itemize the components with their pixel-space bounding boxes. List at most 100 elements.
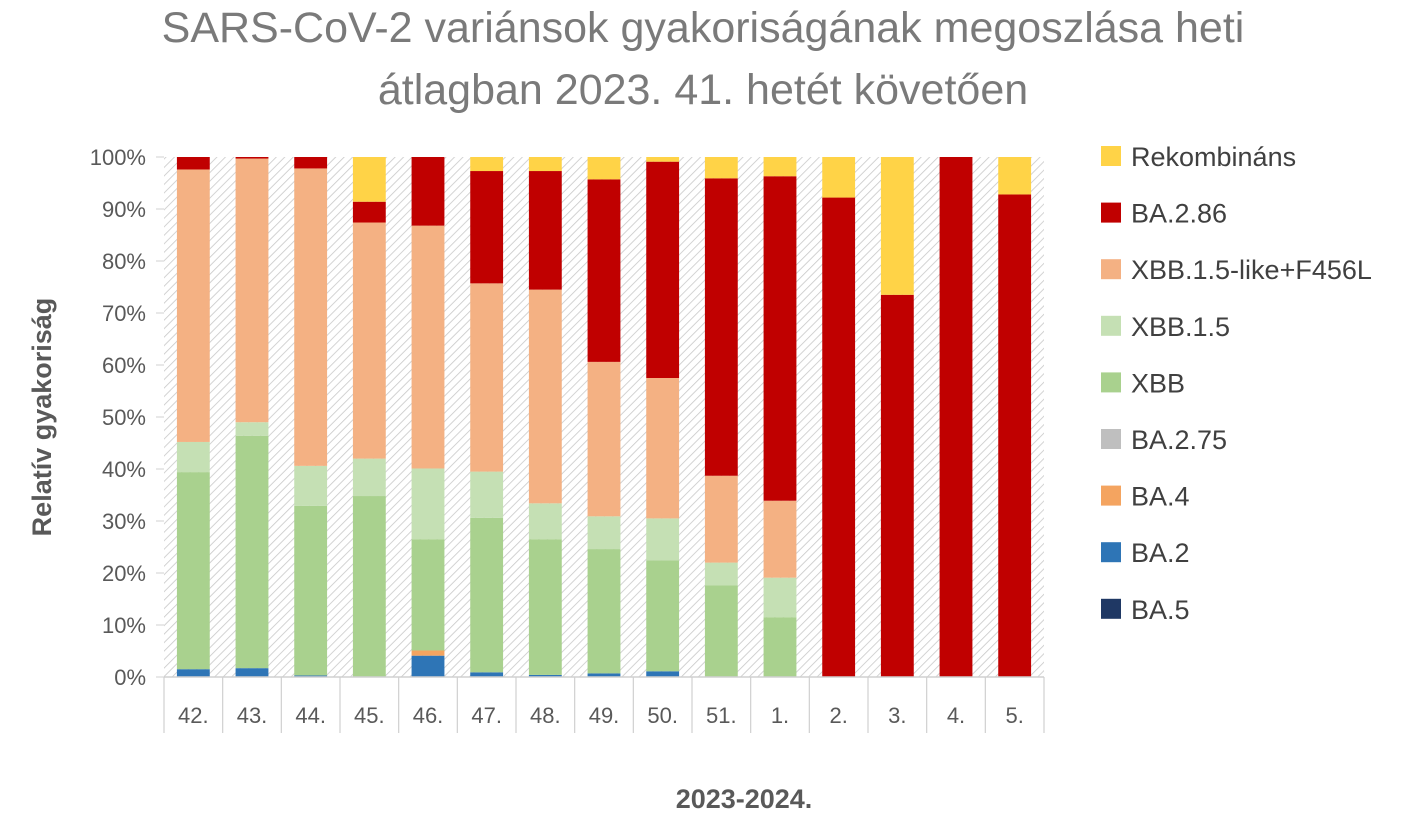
- y-tick-label-5: 50%: [102, 405, 146, 430]
- bar-segment-2-4: [294, 505, 328, 676]
- y-tick-label-9: 90%: [102, 197, 146, 222]
- legend-label-0: Rekombináns: [1131, 142, 1296, 172]
- x-tick-label-8: 50.: [647, 703, 678, 728]
- bar-segment-5-4: [470, 517, 504, 673]
- bar-segment-0-5: [176, 441, 210, 473]
- bar-segment-9-7: [704, 178, 738, 476]
- bar-segment-4-6: [411, 225, 445, 469]
- bar-segment-6-4: [528, 539, 562, 675]
- legend-label-8: BA.5: [1131, 595, 1190, 625]
- bar-segment-9-6: [704, 475, 738, 563]
- legend-label-6: BA.4: [1131, 482, 1190, 512]
- legend-label-7: BA.2: [1131, 538, 1190, 568]
- bar-segment-9-4: [704, 585, 738, 677]
- y-axis-title: Relatív gyakoriság: [27, 298, 57, 537]
- bar-segment-8-7: [646, 161, 680, 378]
- x-tick-label-7: 49.: [589, 703, 620, 728]
- bar-segment-6-6: [528, 289, 562, 504]
- legend-swatch-8: [1101, 598, 1121, 619]
- legend-label-5: BA.2.75: [1131, 425, 1227, 455]
- bar-segment-12-8: [880, 157, 914, 295]
- x-axis: 42. 43. 44. 45. 46. 47. 48. 49. 50. 51. 1. 2. 3. 4. 5.: [163, 676, 1045, 733]
- bar-segment-3-6: [352, 222, 386, 459]
- bar-segment-2-5: [294, 465, 328, 506]
- chart-title-line-2: átlagban 2023. 41. hetét követően: [378, 66, 1028, 114]
- bar-segment-1-5: [235, 422, 269, 436]
- bar-segment-4-1: [411, 655, 445, 677]
- bar-segment-11-7: [822, 197, 856, 677]
- bar-segment-4-5: [411, 468, 445, 540]
- y-tick-label-1: 10%: [102, 613, 146, 638]
- y-tick-label-2: 20%: [102, 561, 146, 586]
- bar-segment-0-7: [176, 157, 210, 170]
- y-tick-label-6: 60%: [102, 353, 146, 378]
- bar-segment-7-5: [587, 516, 621, 550]
- x-axis-title: 2023-2024.: [676, 784, 813, 814]
- chart-title-line-1: SARS-CoV-2 variánsok gyakoriságának mego…: [162, 4, 1245, 52]
- bar-segment-5-7: [470, 171, 504, 284]
- bar-segment-2-6: [294, 168, 328, 466]
- bar-segment-1-1: [235, 668, 269, 677]
- legend-swatch-0: [1101, 146, 1121, 166]
- legend: Rekombináns BA.2.86 XBB.1.5-like+F456L XBB.…: [1101, 142, 1372, 625]
- bar-segment-7-4: [587, 549, 621, 674]
- bar-segment-11-8: [822, 157, 856, 198]
- x-tick-label-11: 2.: [829, 703, 847, 728]
- bars-layer: [176, 157, 1032, 677]
- y-tick-label-7: 70%: [102, 301, 146, 326]
- bar-segment-3-4: [352, 496, 386, 677]
- bar-segment-6-8: [528, 157, 562, 172]
- x-tick-label-2: 44.: [295, 703, 326, 728]
- bar-segment-10-7: [763, 176, 797, 501]
- bar-segment-1-6: [235, 158, 269, 423]
- y-tick-label-10: 100%: [90, 145, 146, 170]
- bar-segment-7-8: [587, 157, 621, 180]
- bar-segment-8-6: [646, 378, 680, 519]
- bar-segment-10-6: [763, 500, 797, 578]
- bar-segment-9-8: [704, 157, 738, 179]
- y-tick-label-3: 30%: [102, 509, 146, 534]
- bar-segment-5-6: [470, 283, 504, 472]
- bar-segment-5-5: [470, 471, 504, 518]
- bar-segment-6-1: [528, 674, 562, 677]
- legend-swatch-3: [1101, 315, 1121, 336]
- x-tick-label-9: 51.: [706, 703, 737, 728]
- bar-segment-8-4: [646, 560, 680, 672]
- y-tick-label-0: 0%: [114, 665, 146, 690]
- bar-segment-4-7: [411, 157, 445, 226]
- bar-segment-13-7: [939, 157, 973, 677]
- y-tick-label-8: 80%: [102, 249, 146, 274]
- bar-segment-7-6: [587, 361, 621, 517]
- bar-segment-2-1: [294, 675, 328, 677]
- bar-segment-5-1: [470, 672, 504, 677]
- bar-segment-0-4: [176, 472, 210, 670]
- bar-segment-0-1: [176, 669, 210, 677]
- bar-segment-1-7: [235, 157, 269, 159]
- y-axis: 0% 10% 20% 30% 40% 50% 60% 70% 80% 90% 100%: [90, 145, 164, 690]
- legend-swatch-2: [1101, 259, 1121, 280]
- bar-segment-5-8: [470, 157, 504, 172]
- bar-segment-8-8: [646, 157, 680, 162]
- legend-label-2: XBB.1.5-like+F456L: [1131, 255, 1372, 285]
- bar-segment-10-5: [763, 577, 797, 618]
- bar-segment-14-7: [998, 194, 1032, 677]
- bar-segment-3-8: [352, 157, 386, 202]
- legend-label-1: BA.2.86: [1131, 199, 1227, 229]
- bar-segment-7-7: [587, 179, 621, 362]
- x-tick-label-4: 46.: [413, 703, 444, 728]
- bar-segment-8-5: [646, 518, 680, 561]
- legend-label-3: XBB.1.5: [1131, 312, 1230, 342]
- bar-segment-14-8: [998, 157, 1032, 195]
- x-tick-label-5: 47.: [471, 703, 502, 728]
- bar-segment-4-2: [411, 650, 445, 656]
- x-tick-label-10: 1.: [771, 703, 789, 728]
- legend-swatch-1: [1101, 202, 1121, 223]
- bar-segment-2-7: [294, 157, 328, 169]
- legend-swatch-5: [1101, 429, 1121, 449]
- x-tick-label-6: 48.: [530, 703, 561, 728]
- bar-segment-10-8: [763, 157, 797, 177]
- bar-segment-4-4: [411, 539, 445, 651]
- x-tick-label-13: 4.: [947, 703, 965, 728]
- x-tick-label-14: 5.: [1005, 703, 1023, 728]
